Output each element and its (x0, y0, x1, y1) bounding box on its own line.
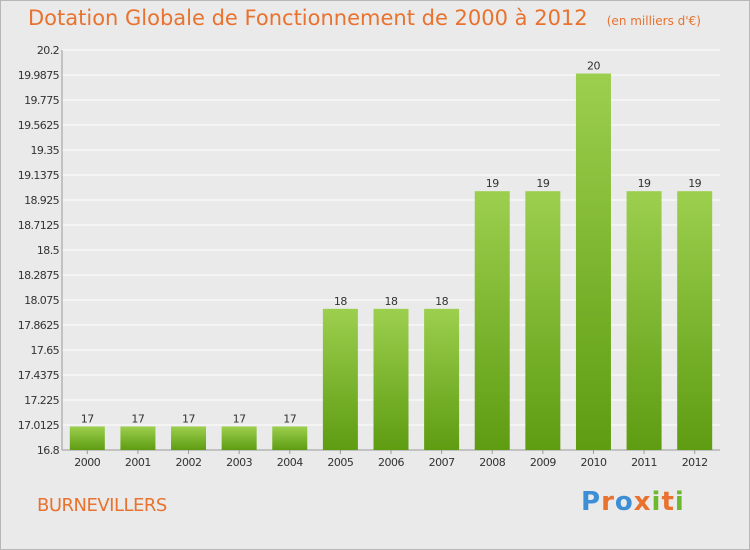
y-tick-label: 19.775 (24, 94, 59, 107)
y-tick-label: 18.075 (24, 294, 59, 307)
proxiti-logo: Proxiti (581, 487, 685, 517)
bar-2011 (626, 191, 662, 451)
y-tick-label: 17.0125 (18, 419, 60, 432)
logo-letter: t (661, 487, 675, 517)
bar-2003 (221, 426, 257, 450)
x-tick-label: 2008 (479, 456, 505, 469)
bar-2010 (575, 73, 611, 450)
y-tick-label: 16.8 (37, 444, 60, 457)
bar-2007 (424, 308, 460, 450)
y-tick-label: 19.35 (31, 144, 60, 157)
data-label: 17 (233, 412, 246, 425)
chart-title: Dotation Globale de Fonctionnement de 20… (28, 6, 588, 30)
x-tick-label: 2001 (125, 456, 151, 469)
x-tick-label: 2000 (74, 456, 100, 469)
logo-letter: x (633, 487, 652, 517)
bars (69, 73, 713, 451)
y-tick-label: 20.2 (37, 44, 59, 57)
logo-letter: i (674, 487, 685, 517)
bar-2012 (677, 191, 713, 451)
x-tick-label: 2004 (277, 456, 303, 469)
x-tick-label: 2002 (176, 456, 202, 469)
bar-2008 (474, 191, 510, 451)
x-tick-label: 2006 (378, 456, 404, 469)
bar-2005 (322, 308, 358, 450)
y-tick-label: 17.65 (31, 344, 60, 357)
commune-name: BURNEVILLERS (37, 495, 167, 516)
x-tick-labels: 2000 2001 2002 2003 2004 2005 2006 2007 2008 2009… (74, 450, 708, 469)
data-label: 18 (385, 295, 398, 308)
data-label: 17 (81, 412, 94, 425)
x-tick-label: 2009 (530, 456, 556, 469)
bar-2004 (272, 426, 308, 450)
data-label: 19 (486, 177, 499, 190)
y-tick-label: 17.4375 (18, 369, 60, 382)
x-tick-label: 2010 (580, 456, 606, 469)
x-tick-label: 2005 (327, 456, 353, 469)
data-label: 17 (131, 412, 144, 425)
bar-2009 (525, 191, 561, 451)
bar-2001 (120, 426, 156, 450)
x-tick-label: 2003 (226, 456, 252, 469)
x-tick-label: 2011 (631, 456, 657, 469)
data-label: 17 (182, 412, 195, 425)
data-label: 18 (435, 295, 448, 308)
chart-subtitle: (en milliers d'€) (606, 14, 701, 28)
data-label: 19 (688, 177, 701, 190)
bar-2002 (171, 426, 207, 450)
y-tick-label: 17.8625 (18, 319, 60, 332)
bar-2006 (373, 308, 409, 450)
y-tick-label: 18.5 (37, 244, 60, 257)
logo-letter: P (581, 487, 602, 517)
y-tick-label: 18.2875 (18, 269, 60, 282)
y-tick-label: 17.225 (24, 394, 59, 407)
y-tick-label: 19.1375 (18, 169, 60, 182)
x-tick-label: 2012 (682, 456, 708, 469)
logo-letter: r (601, 487, 615, 517)
y-tick-labels: 16.8 17.0125 17.225 17.4375 17.65 17.8625 18.0… (18, 44, 60, 457)
logo-letter: i (651, 487, 662, 517)
title-block: Dotation Globale de Fonctionnement de 20… (28, 6, 701, 30)
logo-letter: o (614, 487, 634, 517)
data-label: 19 (638, 177, 651, 190)
bar-2000 (69, 426, 105, 450)
y-tick-label: 18.7125 (18, 219, 60, 232)
data-label: 20 (587, 60, 600, 73)
data-label: 18 (334, 295, 347, 308)
data-label: 19 (536, 177, 549, 190)
x-tick-label: 2007 (429, 456, 455, 469)
data-label: 17 (283, 412, 296, 425)
y-tick-label: 18.925 (24, 194, 59, 207)
data-labels: 17 17 17 17 17 18 18 18 19 19 20 19 19 (81, 60, 702, 426)
y-tick-label: 19.5625 (18, 119, 60, 132)
y-tick-label: 19.9875 (18, 69, 60, 82)
